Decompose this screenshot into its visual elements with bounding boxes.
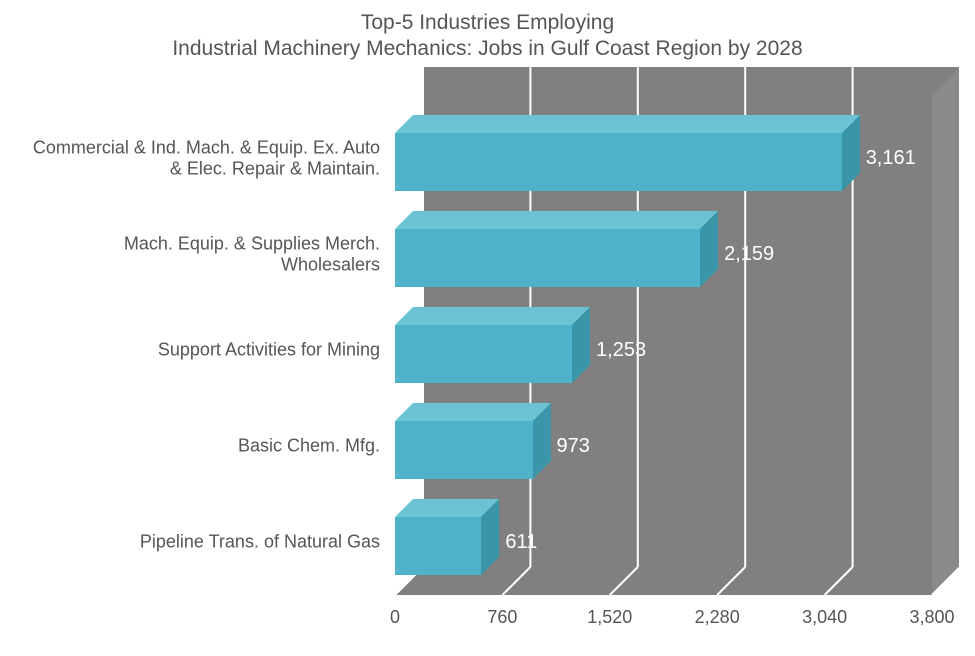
x-tick-label: 1,520 (587, 607, 632, 628)
bar-value-label: 2,159 (724, 243, 774, 266)
bar-top-face (395, 115, 860, 133)
chart-title-line1: Top-5 Industries Employing (361, 11, 614, 34)
x-tick-label: 2,280 (695, 607, 740, 628)
category-label: Commercial & Ind. Mach. & Equip. Ex. Aut… (20, 137, 380, 178)
bar-front-face (395, 229, 700, 287)
bar: 3,161 (395, 133, 842, 191)
x-tick-label: 3,040 (802, 607, 847, 628)
bar: 611 (395, 517, 481, 575)
plot-area: 3,161 2,159 1,253 973 611 (395, 95, 932, 595)
bar-front-face (395, 325, 572, 383)
bar-value-label: 1,253 (596, 339, 646, 362)
bar-top-face (395, 211, 718, 229)
bar: 2,159 (395, 229, 700, 287)
category-label: Support Activities for Mining (20, 340, 380, 361)
x-tick-label: 760 (487, 607, 517, 628)
x-tick-label: 0 (390, 607, 400, 628)
bar-value-label: 3,161 (866, 147, 916, 170)
category-label: Basic Chem. Mfg. (20, 436, 380, 457)
bar-front-face (395, 421, 533, 479)
chart-container: Top-5 Industries Employing Industrial Ma… (0, 0, 975, 656)
bar: 1,253 (395, 325, 572, 383)
bar-top-face (395, 307, 590, 325)
chart-title: Top-5 Industries Employing Industrial Ma… (0, 10, 975, 63)
x-axis-labels: 07601,5202,2803,0403,800 (395, 607, 955, 637)
bar-front-face (395, 517, 481, 575)
bar-value-label: 611 (505, 531, 537, 554)
category-label: Mach. Equip. & Supplies Merch. Wholesale… (20, 233, 380, 274)
bar: 973 (395, 421, 533, 479)
category-label: Pipeline Trans. of Natural Gas (20, 532, 380, 553)
bar-top-face (395, 403, 551, 421)
chart-title-line2: Industrial Machinery Mechanics: Jobs in … (172, 37, 802, 60)
bar-front-face (395, 133, 842, 191)
bar-value-label: 973 (557, 435, 590, 458)
x-tick-label: 3,800 (909, 607, 954, 628)
